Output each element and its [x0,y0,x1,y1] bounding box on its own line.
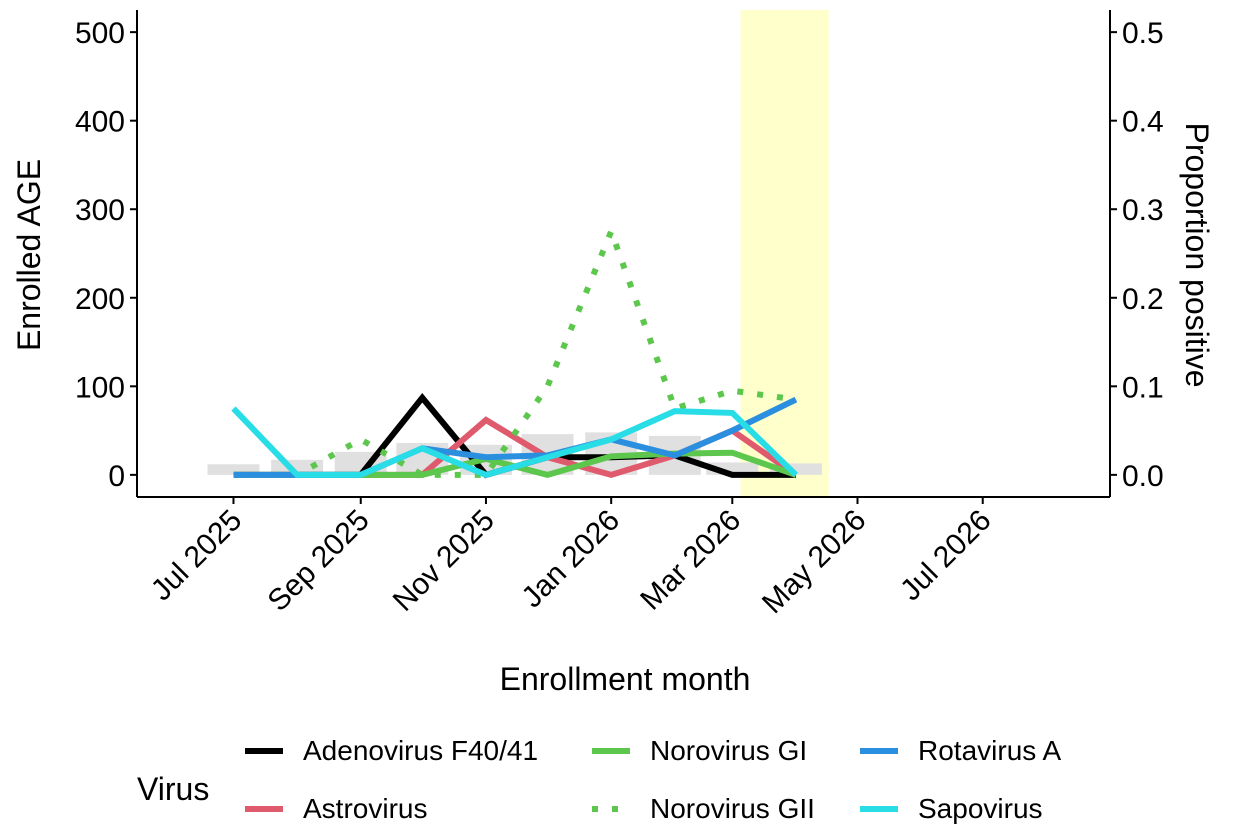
legend-label: Sapovirus [918,793,1043,824]
y-tick-label: 300 [75,194,125,227]
x-tick-label: Mar 2026 [634,504,747,617]
x-tick-label: Jul 2025 [145,504,249,608]
y-tick-label: 200 [75,283,125,316]
x-tick-label: Sep 2025 [262,504,376,618]
legend-title: Virus [137,771,209,807]
enrollment-bar [769,463,822,475]
legend-label: Norovirus GI [650,735,807,766]
y2-tick-label: 0.4 [1122,106,1164,139]
y2-axis-title: Proportion positive [1179,122,1215,387]
y2-tick-label: 0.5 [1122,17,1164,50]
highlight-band [740,10,829,497]
y2-tick-label: 0.2 [1122,283,1164,316]
enrollment-bar [207,464,260,475]
legend-label: Rotavirus A [918,735,1061,766]
x-axis-title: Enrollment month [500,661,751,697]
y-tick-label: 100 [75,371,125,404]
y2-tick-label: 0.1 [1122,371,1164,404]
y2-tick-label: 0.0 [1122,460,1164,493]
y-tick-label: 400 [75,106,125,139]
y-tick-label: 500 [75,17,125,50]
x-tick-label: May 2026 [756,504,872,620]
x-tick-label: Jan 2026 [516,504,627,615]
y2-tick-label: 0.3 [1122,194,1164,227]
series-line-sapovirus [231,406,798,479]
series-line-norovirus-gii [233,223,797,478]
x-tick-label: Nov 2025 [387,504,501,618]
legend-label: Norovirus GII [650,793,815,824]
y-axis-title: Enrolled AGE [11,159,47,351]
y-tick-label: 0 [108,460,125,493]
legend-label: Adenovirus F40/41 [303,735,538,766]
legend-label: Astrovirus [303,793,427,824]
x-tick-label: Jul 2026 [894,504,998,608]
